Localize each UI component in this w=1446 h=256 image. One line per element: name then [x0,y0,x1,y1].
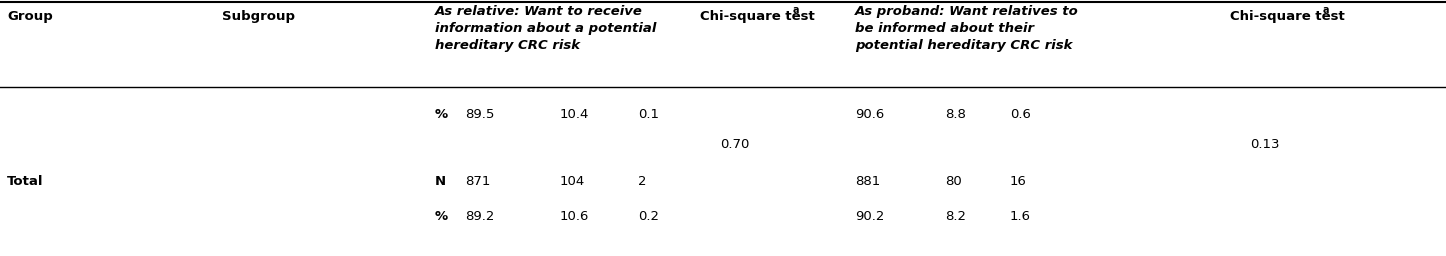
Text: 881: 881 [855,175,881,188]
Text: 80: 80 [946,175,962,188]
Text: Subgroup: Subgroup [223,10,295,23]
Text: Chi-square test: Chi-square test [700,10,814,23]
Text: %: % [435,210,448,223]
Text: a: a [792,5,800,15]
Text: 8.2: 8.2 [946,210,966,223]
Text: 90.6: 90.6 [855,108,885,121]
Text: 0.1: 0.1 [638,108,659,121]
Text: 89.2: 89.2 [466,210,495,223]
Text: 0.70: 0.70 [720,138,749,151]
Text: 0.6: 0.6 [1009,108,1031,121]
Text: 0.2: 0.2 [638,210,659,223]
Text: 2: 2 [638,175,646,188]
Text: 16: 16 [1009,175,1027,188]
Text: As relative: Want to receive
information about a potential
hereditary CRC risk: As relative: Want to receive information… [435,5,656,52]
Text: 1.6: 1.6 [1009,210,1031,223]
Text: 104: 104 [560,175,586,188]
Text: Chi-square test: Chi-square test [1231,10,1345,23]
Text: Total: Total [7,175,43,188]
Text: 0.13: 0.13 [1249,138,1280,151]
Text: 89.5: 89.5 [466,108,495,121]
Text: 10.6: 10.6 [560,210,590,223]
Text: As proband: Want relatives to
be informed about their
potential hereditary CRC r: As proband: Want relatives to be informe… [855,5,1079,52]
Text: 8.8: 8.8 [946,108,966,121]
Text: N: N [435,175,447,188]
Text: %: % [435,108,448,121]
Text: 871: 871 [466,175,490,188]
Text: 90.2: 90.2 [855,210,885,223]
Text: 10.4: 10.4 [560,108,590,121]
Text: Group: Group [7,10,52,23]
Text: a: a [1323,5,1329,15]
